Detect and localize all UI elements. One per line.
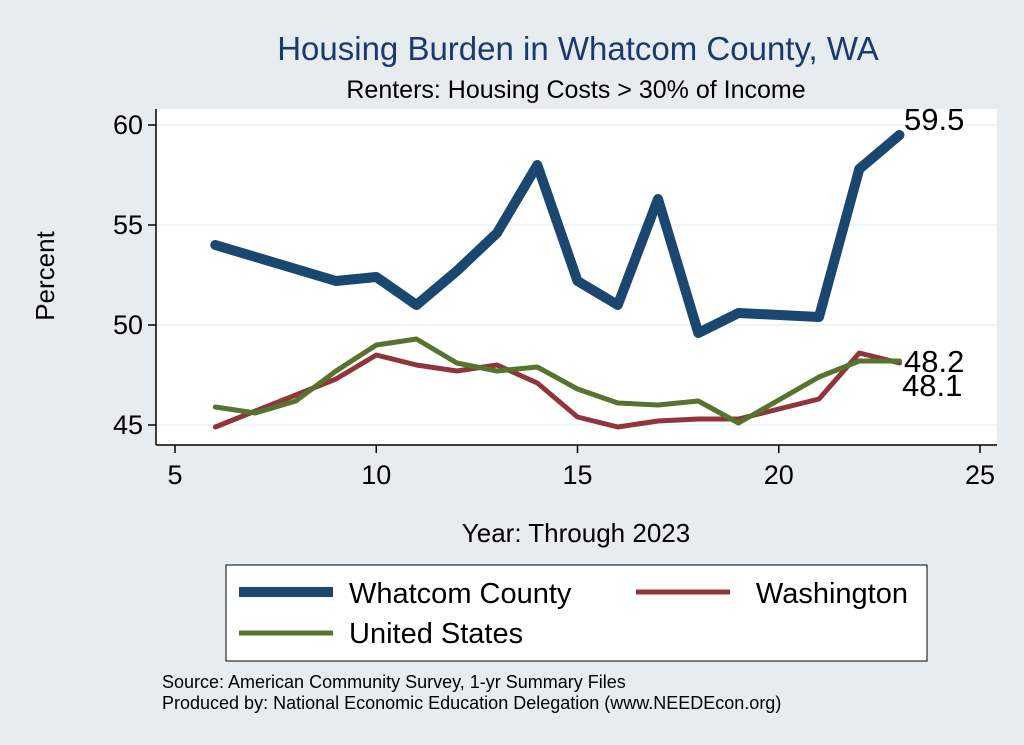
legend-items: Whatcom County Washington United States bbox=[239, 578, 908, 650]
x-tick-label: 5 bbox=[167, 460, 182, 490]
y-tick-label: 60 bbox=[113, 110, 143, 140]
gridlines bbox=[156, 124, 997, 426]
legend-label-whatcom-county: Whatcom County bbox=[349, 578, 572, 610]
series-lines bbox=[210, 130, 905, 430]
x-tick-label: 15 bbox=[562, 460, 592, 490]
chart-subtitle: Renters: Housing Costs > 30% of Income bbox=[346, 76, 805, 104]
legend-label-united-states: United States bbox=[349, 618, 523, 650]
y-tick-label: 45 bbox=[113, 410, 143, 440]
x-axis-title: Year: Through 2023 bbox=[462, 518, 690, 548]
x-tick-label: 20 bbox=[764, 460, 794, 490]
x-tick-label: 10 bbox=[361, 460, 391, 490]
end-label-washington: 48.1 bbox=[902, 368, 962, 403]
footer-source: Source: American Community Survey, 1-yr … bbox=[162, 672, 626, 692]
series-line-united-states bbox=[212, 336, 902, 426]
chart-title: Housing Burden in Whatcom County, WA bbox=[277, 30, 879, 67]
legend-label-washington: Washington bbox=[756, 578, 908, 610]
legend bbox=[225, 564, 928, 662]
y-tick-label: 55 bbox=[113, 210, 143, 240]
end-label-whatcom-county: 59.5 bbox=[904, 102, 964, 137]
axes: 45 50 55 60 5 10 15 20 25 bbox=[113, 109, 997, 490]
y-tick-label: 50 bbox=[113, 310, 143, 340]
series-line-washington bbox=[212, 350, 902, 430]
end-labels: 59.5 48.148.2 bbox=[902, 102, 964, 403]
y-axis-title: Percent bbox=[30, 230, 60, 320]
footer-produced-by: Produced by: National Economic Education… bbox=[162, 693, 781, 713]
series-line-whatcom-county bbox=[210, 130, 905, 338]
end-label-united-states: 48.2 bbox=[904, 344, 964, 379]
x-tick-label: 25 bbox=[965, 460, 995, 490]
